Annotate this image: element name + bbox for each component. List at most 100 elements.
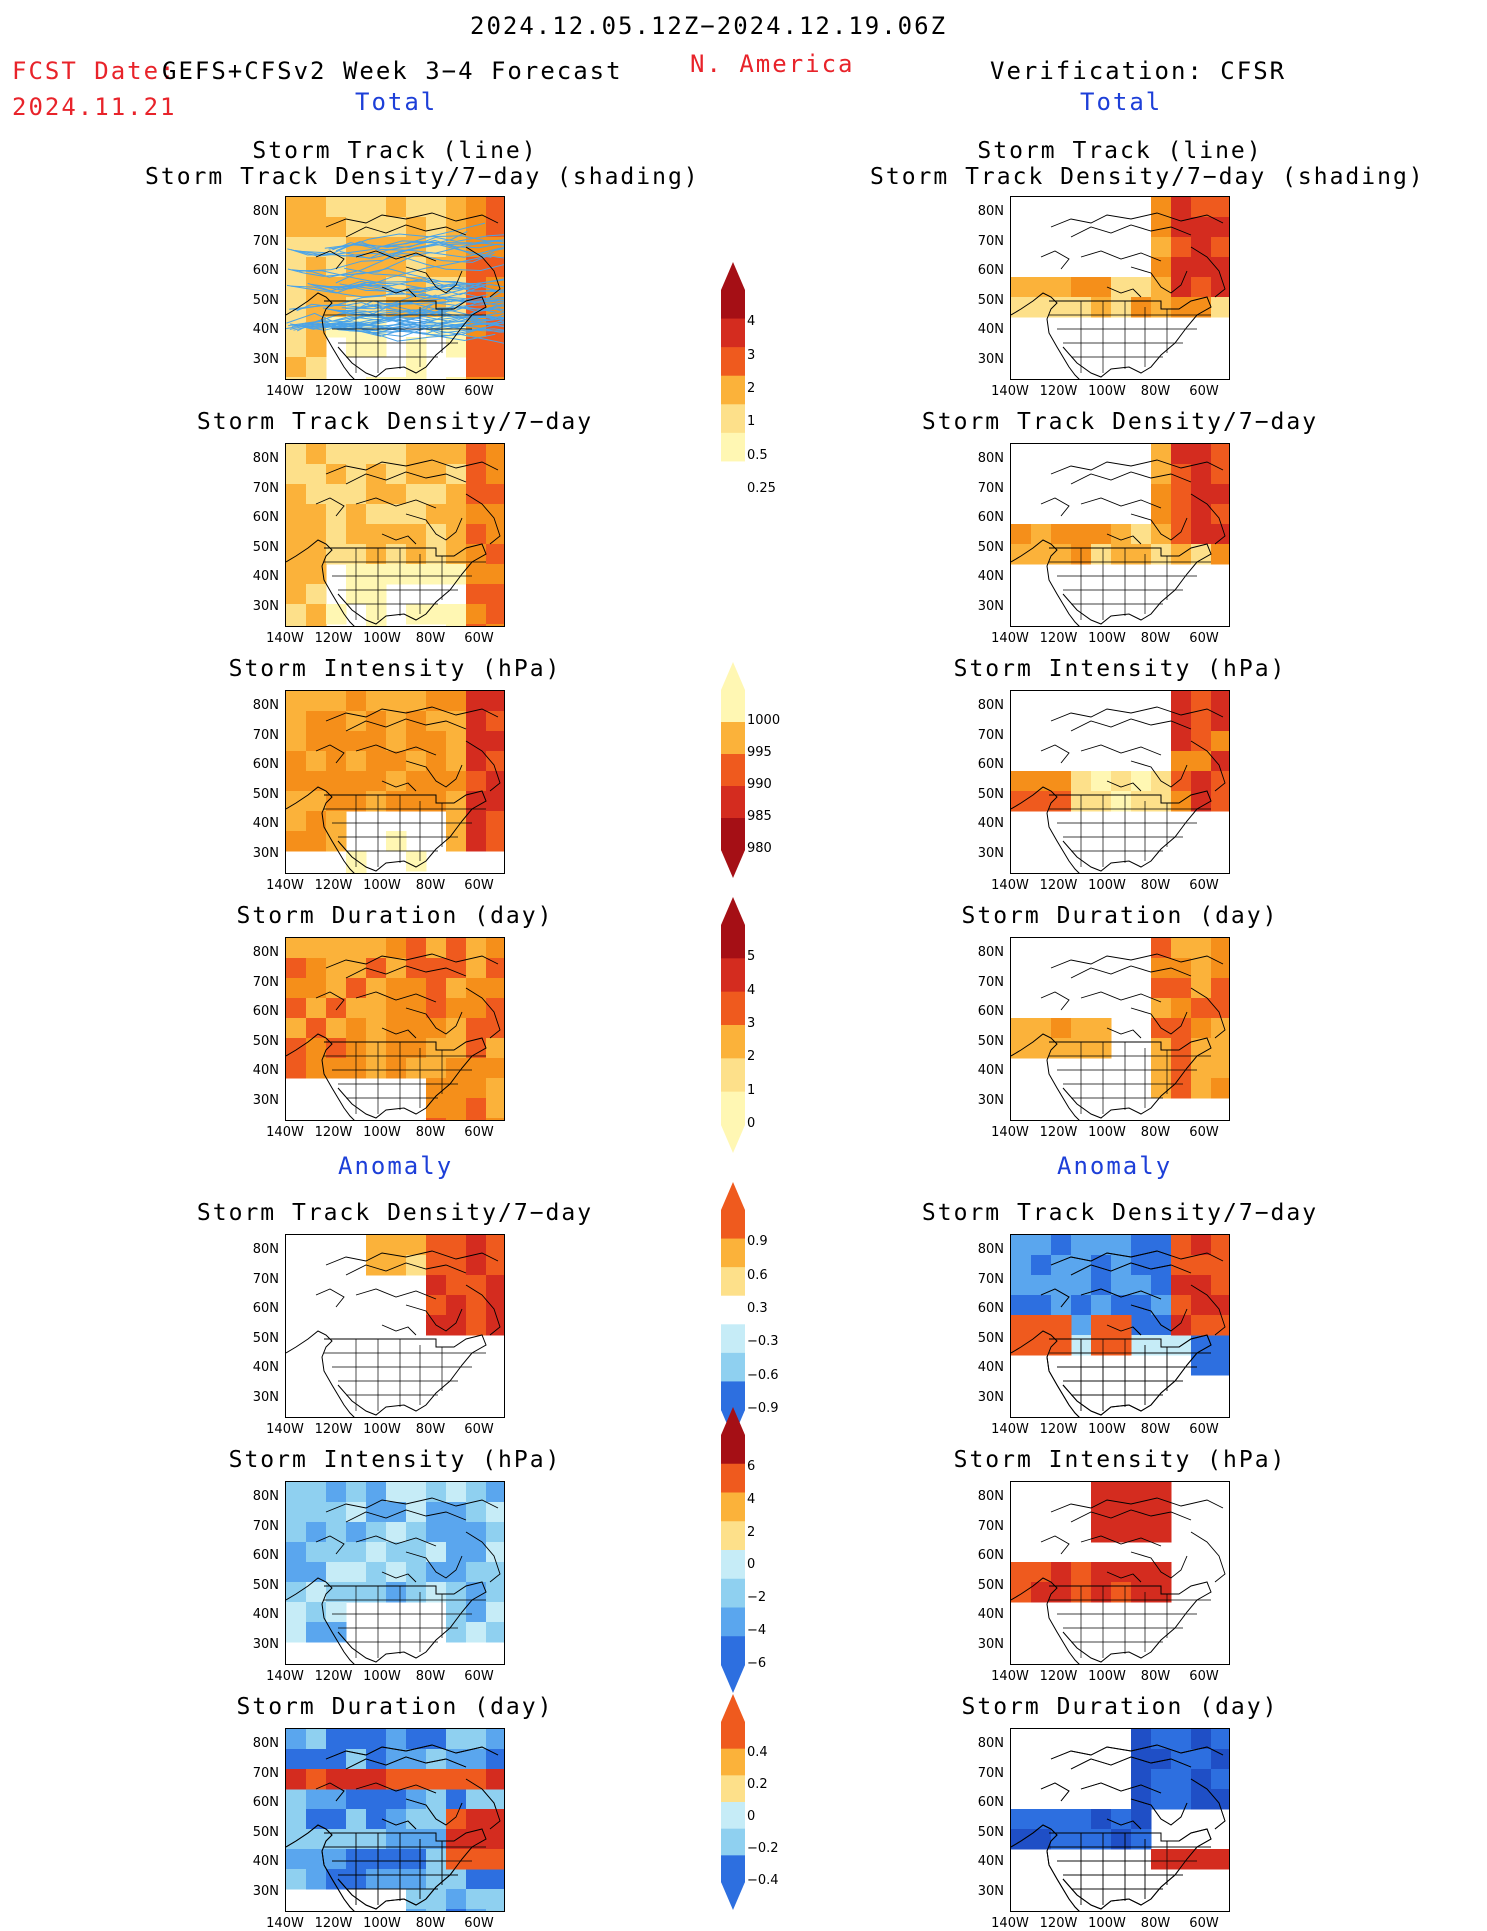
field-cell bbox=[486, 1502, 504, 1523]
field-cell bbox=[1171, 1769, 1192, 1790]
field-cell bbox=[346, 1522, 367, 1543]
lat-label: 60N bbox=[977, 263, 1004, 278]
field-cell bbox=[466, 1482, 487, 1503]
field-cell bbox=[1191, 1038, 1212, 1059]
field-cell bbox=[326, 1809, 347, 1830]
field-cell bbox=[1191, 731, 1212, 752]
field-cell bbox=[486, 1622, 504, 1643]
field-cell bbox=[386, 978, 407, 999]
field-cell bbox=[1131, 1769, 1152, 1790]
canada-coast bbox=[381, 1818, 417, 1830]
colorbar-label: 0.2 bbox=[747, 1777, 768, 1792]
field-cell bbox=[486, 1729, 504, 1750]
field-cell bbox=[446, 377, 467, 379]
field-cell bbox=[466, 1522, 487, 1543]
colorbar-label: 0.4 bbox=[747, 1745, 768, 1760]
lat-label: 50N bbox=[252, 292, 279, 308]
field-cell bbox=[346, 217, 367, 238]
field-cell bbox=[346, 1482, 367, 1503]
field-cell bbox=[406, 1235, 427, 1256]
field-cell bbox=[306, 1729, 327, 1750]
field-cell bbox=[306, 751, 327, 772]
field-cell bbox=[406, 1789, 427, 1810]
field-cell bbox=[346, 464, 367, 485]
field-cell bbox=[1171, 691, 1192, 712]
field-cell bbox=[1011, 1335, 1032, 1356]
field-cell bbox=[1151, 958, 1172, 979]
field-cell bbox=[306, 377, 327, 379]
field-cell bbox=[1171, 257, 1192, 278]
lat-label: 70N bbox=[252, 233, 279, 249]
lat-label: 30N bbox=[252, 1883, 279, 1899]
canada-coast bbox=[1190, 246, 1226, 298]
field-cell bbox=[346, 524, 367, 545]
field-cell bbox=[466, 1542, 487, 1563]
storm-track-line bbox=[287, 267, 474, 285]
field-cell bbox=[426, 1729, 447, 1750]
lat-label: 50N bbox=[977, 292, 1004, 308]
field-cell bbox=[486, 811, 504, 832]
field-cell bbox=[306, 1622, 327, 1643]
field-cell bbox=[1191, 1235, 1212, 1256]
canada-coast bbox=[1070, 1262, 1192, 1276]
colorbar-segment bbox=[721, 991, 745, 1026]
field-cell bbox=[406, 791, 427, 812]
field-cell bbox=[446, 1602, 467, 1623]
field-cell bbox=[386, 504, 407, 525]
field-cell bbox=[366, 337, 387, 358]
field-cell bbox=[1211, 1255, 1229, 1276]
lon-label: 120W bbox=[1039, 1422, 1078, 1437]
field-cell bbox=[1211, 217, 1229, 238]
colorbar-label: 0.3 bbox=[747, 1301, 768, 1316]
field-cell bbox=[306, 791, 327, 812]
field-cell bbox=[446, 1622, 467, 1643]
field-cell bbox=[366, 1235, 387, 1256]
coastline bbox=[286, 292, 355, 379]
field-cell bbox=[386, 1749, 407, 1770]
field-cell bbox=[1191, 1849, 1212, 1870]
field-cell bbox=[1171, 751, 1192, 772]
field-cell bbox=[1131, 1255, 1152, 1276]
field-cell bbox=[1051, 1562, 1072, 1583]
field-cell bbox=[286, 604, 307, 625]
field-cell bbox=[446, 938, 467, 959]
lat-label: 50N bbox=[252, 786, 279, 802]
lat-label: 50N bbox=[977, 1033, 1004, 1049]
field-cell bbox=[326, 1869, 347, 1890]
coastline bbox=[286, 1824, 355, 1911]
field-cell bbox=[1191, 1335, 1212, 1356]
field-cell bbox=[466, 444, 487, 465]
field-cell bbox=[306, 1869, 327, 1890]
canada-coast bbox=[1106, 1571, 1142, 1583]
field-cell bbox=[1011, 1829, 1032, 1850]
lon-label: 60W bbox=[464, 384, 494, 399]
lon-label: 120W bbox=[1039, 1916, 1078, 1931]
field-cell bbox=[366, 958, 387, 979]
colorbar-segment bbox=[721, 1463, 745, 1493]
colorbar-segment bbox=[721, 1748, 745, 1776]
field-cell bbox=[326, 444, 347, 465]
coastline bbox=[1011, 1033, 1080, 1120]
field-cell bbox=[1051, 1235, 1072, 1256]
field-cell bbox=[486, 1078, 504, 1099]
field-cell bbox=[1191, 484, 1212, 505]
lat-label: 40N bbox=[977, 816, 1004, 831]
field-cell bbox=[1171, 1849, 1192, 1870]
colorbar-segment bbox=[721, 290, 745, 320]
map-svg bbox=[286, 1729, 504, 1911]
lon-label: 120W bbox=[314, 631, 353, 646]
field-cell bbox=[1171, 958, 1192, 979]
canada-coast bbox=[325, 706, 499, 722]
colorbar-segment bbox=[721, 318, 745, 348]
field-cell bbox=[286, 337, 307, 358]
field-cell bbox=[346, 938, 367, 959]
field-cell bbox=[1091, 1809, 1112, 1830]
field-cell bbox=[486, 1235, 504, 1256]
field-cell bbox=[346, 1789, 367, 1810]
field-cell bbox=[346, 691, 367, 712]
canada-coast bbox=[1040, 250, 1070, 270]
field-cell bbox=[346, 978, 367, 999]
field-cell bbox=[306, 297, 327, 318]
field-cell bbox=[446, 257, 467, 278]
field-cell bbox=[1191, 1749, 1212, 1770]
